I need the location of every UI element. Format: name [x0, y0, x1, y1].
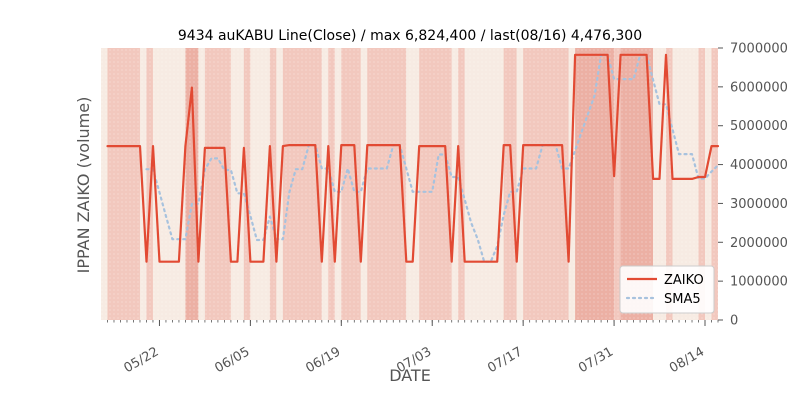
- y-tick-label: 7000000: [730, 42, 788, 57]
- x-tick-label: 08/14: [667, 344, 707, 376]
- y-tick-label: 5000000: [730, 119, 788, 134]
- y-tick-label: 0: [730, 314, 738, 329]
- x-tick-label: 06/05: [212, 344, 252, 376]
- x-axis-label: DATE: [389, 366, 431, 385]
- x-tick-label: 07/17: [485, 344, 525, 376]
- y-tick-label: 6000000: [730, 80, 788, 95]
- series-line-sma5: [145, 53, 720, 263]
- series-lines: [106, 53, 720, 263]
- y-tick-label: 4000000: [730, 158, 788, 173]
- x-tick-label: 07/31: [576, 344, 616, 376]
- legend-box: [619, 265, 715, 314]
- y-tick-label: 3000000: [730, 197, 788, 212]
- y-tick-label: 1000000: [730, 275, 788, 290]
- legend-label-zaiko: ZAIKO: [664, 273, 704, 288]
- x-tick-label: 06/19: [303, 344, 343, 376]
- legend: ZAIKO SMA5: [619, 265, 715, 314]
- x-tick-label: 05/22: [122, 344, 162, 376]
- chart-title: 9434 auKABU Line(Close) / max 6,824,400 …: [178, 28, 642, 44]
- y-axis: 0 1000000 2000000 3000000 4000000 5000000 6000…: [718, 42, 788, 329]
- series-line-zaiko: [106, 53, 720, 263]
- legend-label-sma5: SMA5: [664, 292, 701, 307]
- y-tick-label: 2000000: [730, 236, 788, 251]
- plot-area: [101, 48, 720, 320]
- y-axis-label: IPPAN ZAIKO (volume): [74, 97, 93, 274]
